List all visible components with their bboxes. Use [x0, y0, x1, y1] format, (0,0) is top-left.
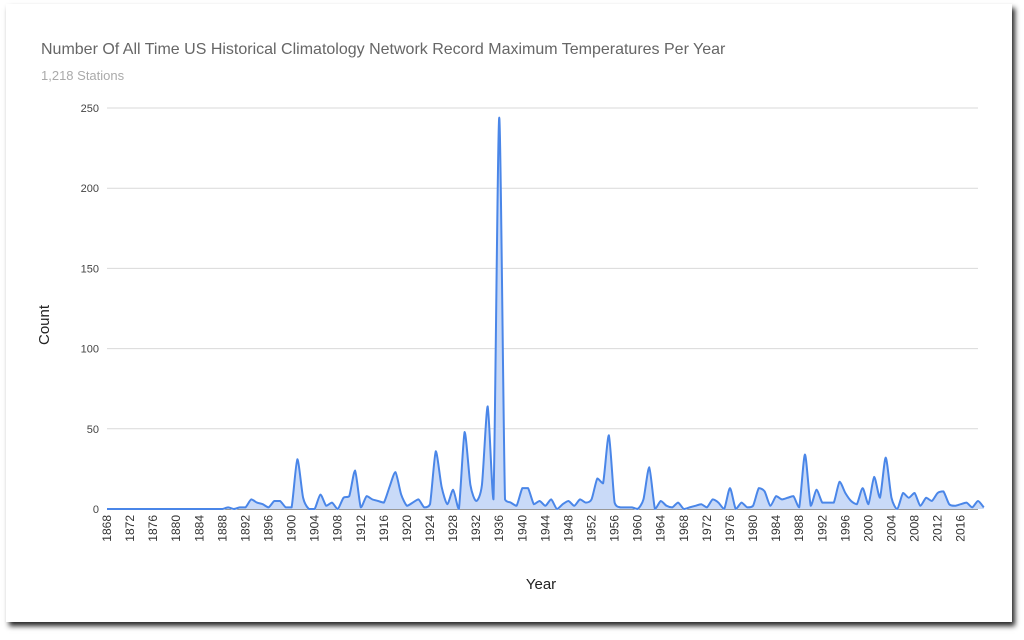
- y-tick-label: 50: [87, 424, 99, 436]
- y-tick-label: 0: [93, 504, 99, 516]
- y-tick-labels: 0 50 100 150 200 250: [81, 103, 99, 516]
- x-tick-label: 1952: [585, 515, 599, 542]
- x-tick-label: 1948: [561, 515, 575, 542]
- x-tick-labels: 1868 1872 1876 1880 1884 1888 1892 1896 1900 1904…: [100, 515, 968, 542]
- x-tick-label: 1988: [792, 515, 806, 542]
- y-tick-label: 250: [81, 103, 99, 115]
- x-tick-label: 1968: [677, 515, 691, 542]
- x-tick-label: 1996: [838, 515, 852, 542]
- gridlines: [107, 107, 978, 510]
- chart-title: Number Of All Time US Historical Climato…: [41, 41, 726, 58]
- x-tick-label: 2000: [861, 515, 875, 542]
- x-tick-label: 1896: [262, 515, 276, 542]
- y-axis-label: Count: [36, 304, 53, 345]
- x-tick-label: 1872: [123, 515, 137, 542]
- x-tick-label: 2012: [931, 515, 945, 542]
- x-tick-label: 1984: [769, 515, 783, 542]
- x-tick-label: 1980: [746, 515, 760, 542]
- x-tick-label: 1876: [146, 515, 160, 542]
- x-tick-label: 1936: [492, 515, 506, 542]
- chart-card: Number Of All Time US Historical Climato…: [6, 4, 1012, 622]
- x-tick-label: 1916: [377, 515, 391, 542]
- x-tick-label: 1868: [100, 515, 114, 542]
- x-tick-label: 1940: [515, 515, 529, 542]
- x-tick-label: 1904: [308, 515, 322, 542]
- x-tick-label: 1964: [654, 515, 668, 542]
- x-tick-label: 1924: [423, 515, 437, 542]
- x-tick-label: 2016: [954, 515, 968, 542]
- x-tick-label: 1932: [469, 515, 483, 542]
- x-tick-label: 2008: [908, 515, 922, 542]
- x-tick-label: 1892: [238, 515, 252, 542]
- x-tick-label: 1884: [192, 515, 206, 542]
- x-tick-label: 1972: [700, 515, 714, 542]
- x-tick-label: 1880: [169, 515, 183, 542]
- x-tick-label: 1960: [631, 515, 645, 542]
- series-area: [107, 117, 984, 510]
- x-tick-label: 1920: [400, 515, 414, 542]
- x-tick-label: 1976: [723, 515, 737, 542]
- y-tick-label: 100: [81, 344, 99, 356]
- x-axis-label: Year: [526, 576, 556, 593]
- x-tick-label: 1944: [538, 515, 552, 542]
- x-tick-label: 1900: [285, 515, 299, 542]
- x-tick-label: 1928: [446, 515, 460, 542]
- y-tick-label: 150: [81, 263, 99, 275]
- series-line: [106, 116, 985, 511]
- x-tick-label: 2004: [884, 515, 898, 542]
- x-tick-label: 1956: [608, 515, 622, 542]
- x-tick-label: 1888: [215, 515, 229, 542]
- x-tick-label: 1992: [815, 515, 829, 542]
- x-tick-label: 1908: [331, 515, 345, 542]
- y-tick-label: 200: [81, 183, 99, 195]
- x-tick-label: 1912: [354, 515, 368, 542]
- chart-subtitle: 1,218 Stations: [41, 68, 125, 83]
